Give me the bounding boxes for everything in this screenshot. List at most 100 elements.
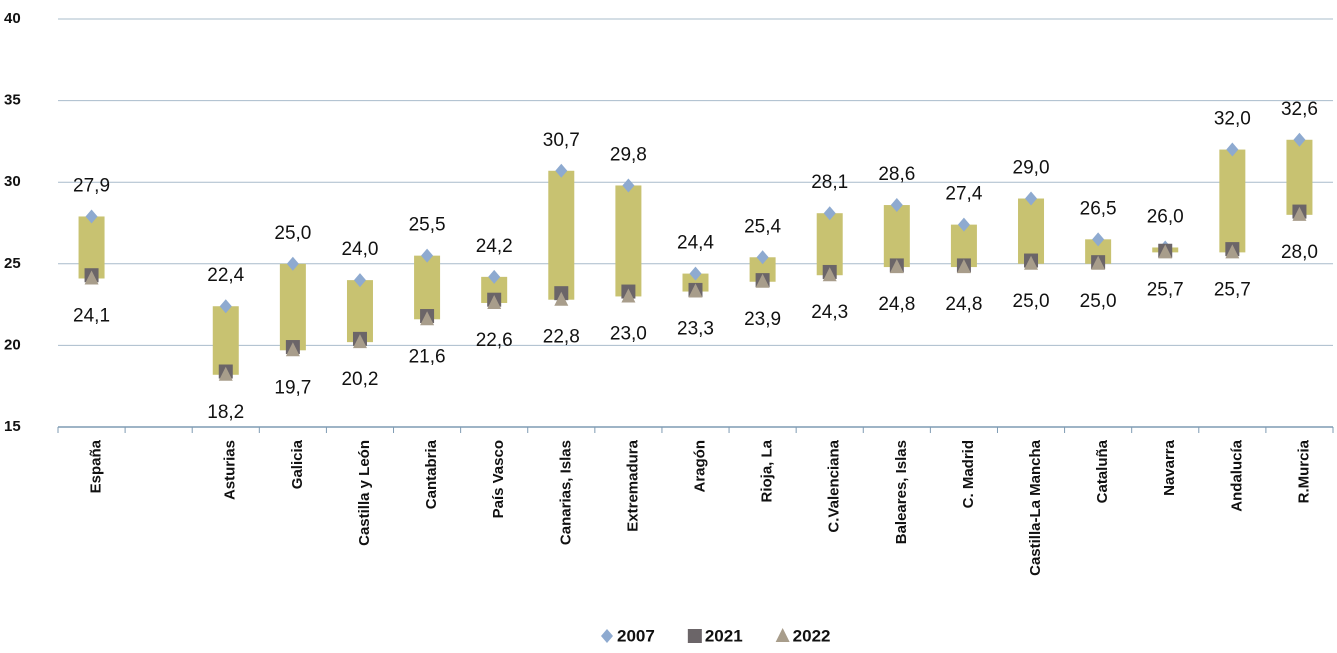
y-tick-label: 20 — [4, 336, 21, 353]
legend-label: 2021 — [705, 626, 743, 645]
x-tick-label: C.Valenciana — [826, 439, 843, 532]
range-bar — [548, 170, 575, 300]
marker-2007 — [555, 163, 568, 178]
range-bar — [346, 280, 373, 343]
y-tick-label: 35 — [4, 92, 21, 109]
value-label: 18,2 — [207, 402, 244, 423]
marker-2022 — [822, 267, 837, 282]
value-label: 24,1 — [73, 306, 110, 327]
x-tick-label: C. Madrid — [960, 440, 977, 508]
marker-2007 — [823, 206, 836, 221]
value-label: 30,7 — [543, 130, 580, 151]
range-bar — [816, 213, 843, 276]
x-tick-label: R.Murcia — [1295, 439, 1312, 503]
value-label: 25,7 — [1147, 279, 1184, 300]
marker-2007 — [1092, 232, 1105, 247]
legend-label: 2022 — [793, 626, 831, 645]
x-tick-label: Castilla-La Mancha — [1027, 439, 1044, 576]
value-label: 25,4 — [744, 216, 781, 237]
y-tick-label: 40 — [4, 10, 21, 27]
series-2022 — [84, 206, 1307, 381]
value-label: 28,1 — [811, 172, 848, 193]
marker-2007 — [1226, 142, 1239, 157]
range-bar — [279, 263, 306, 351]
marker-2007 — [85, 209, 98, 224]
value-label: 21,6 — [409, 346, 446, 367]
marker-2022 — [285, 342, 300, 357]
x-tick-label: Aragón — [691, 440, 708, 493]
range-bar — [1018, 198, 1045, 264]
value-label: 27,4 — [945, 184, 982, 205]
value-label: 29,8 — [610, 144, 647, 165]
range-bar — [212, 306, 239, 375]
x-tick-label: Cataluña — [1094, 439, 1111, 503]
marker-2022 — [1091, 255, 1106, 270]
value-label: 26,5 — [1080, 198, 1117, 219]
value-label: 25,0 — [274, 223, 311, 244]
marker-2007 — [353, 273, 366, 288]
value-label: 24,4 — [677, 233, 714, 254]
value-label: 25,0 — [1080, 291, 1117, 312]
marker-2022 — [956, 259, 971, 274]
x-tick-label: Canarias, Islas — [557, 440, 574, 545]
x-tick-label: Andalucía — [1228, 439, 1245, 511]
value-label: 23,3 — [677, 319, 714, 340]
y-tick-label: 30 — [4, 173, 21, 190]
value-label: 28,0 — [1281, 242, 1318, 263]
marker-2022 — [218, 366, 233, 381]
marker-2022 — [487, 294, 502, 309]
value-label: 29,0 — [1013, 158, 1050, 179]
marker-2007 — [601, 629, 613, 643]
value-label: 25,0 — [1013, 291, 1050, 312]
y-tick-label: 25 — [4, 255, 21, 272]
x-tick-label: España — [88, 439, 105, 493]
range-bar — [78, 216, 105, 279]
value-label: 22,4 — [207, 265, 244, 286]
range-bar — [1219, 149, 1246, 253]
marker-2022 — [755, 273, 770, 288]
value-label: 24,2 — [476, 236, 513, 257]
range-bar — [414, 255, 441, 320]
value-label: 24,8 — [945, 294, 982, 315]
marker-2007 — [219, 299, 232, 314]
marker-2007 — [421, 248, 434, 263]
value-label: 25,7 — [1214, 279, 1251, 300]
marker-2007 — [488, 269, 501, 284]
marker-2021 — [687, 629, 702, 643]
marker-2022 — [1024, 255, 1039, 270]
x-tick-label: Extremadura — [624, 439, 641, 531]
marker-2022 — [1225, 244, 1240, 259]
marker-2022 — [352, 334, 367, 349]
value-label: 22,6 — [476, 330, 513, 351]
x-tick-label: Rioja, La — [759, 439, 776, 502]
marker-2022 — [1292, 206, 1307, 221]
marker-2022 — [775, 628, 790, 642]
value-label: 24,8 — [878, 294, 915, 315]
y-tick-label: 15 — [4, 418, 21, 435]
x-tick-label: Galicia — [289, 439, 306, 489]
value-label: 27,9 — [73, 175, 110, 196]
series-2007 — [85, 132, 1306, 314]
x-tick-label: Castilla y León — [356, 440, 373, 546]
marker-2022 — [84, 270, 99, 285]
x-tick-label: Cantabria — [423, 439, 440, 509]
value-label: 23,9 — [744, 309, 781, 330]
range-bar — [883, 205, 910, 268]
x-tick-label: Baleares, Islas — [893, 440, 910, 544]
marker-2007 — [622, 178, 635, 193]
marker-2022 — [420, 311, 435, 326]
value-label: 24,0 — [341, 239, 378, 260]
x-tick-label: Asturias — [222, 440, 239, 500]
marker-2007 — [957, 217, 970, 232]
value-label: 19,7 — [274, 377, 311, 398]
value-label: 24,3 — [811, 302, 848, 323]
value-label: 28,6 — [878, 164, 915, 185]
marker-2007 — [689, 266, 702, 281]
range-bar — [1286, 139, 1313, 215]
marker-2007 — [286, 256, 299, 271]
range-bar — [615, 185, 642, 297]
marker-2007 — [1293, 132, 1306, 147]
marker-2022 — [1158, 244, 1173, 259]
marker-2007 — [756, 250, 769, 265]
